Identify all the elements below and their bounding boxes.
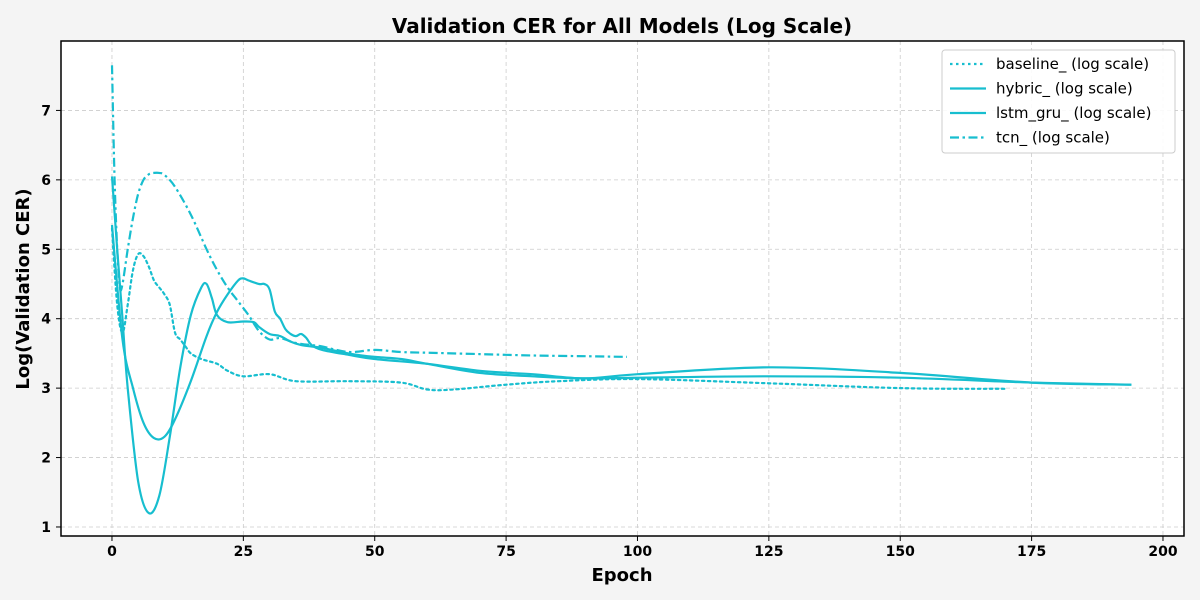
series-line-3: [110, 224, 1132, 441]
legend-entry-label: tcn_ (log scale): [996, 129, 1110, 148]
legend-box: [941, 49, 1176, 154]
y-tick-label: 6: [41, 173, 51, 189]
y-tick-label: 2: [41, 451, 51, 467]
grid: [61, 41, 1184, 536]
chart-title: Validation CER for All Models (Log Scale…: [392, 14, 852, 38]
x-tick-label: 175: [1017, 544, 1046, 560]
y-tick-label: 4: [41, 312, 51, 328]
legend-entry-label: hybric_ (log scale): [996, 80, 1133, 99]
y-axis-label: Log(Validation CER): [13, 188, 34, 389]
ticks: 0 25 50 75 100 125 150 175 200 1 2 3 4 5 6 7: [41, 103, 1178, 560]
x-tick-label: 125: [754, 544, 783, 560]
y-tick-label: 3: [41, 381, 51, 397]
plot-frame: [60, 40, 1185, 537]
x-tick-label: 0: [107, 544, 117, 560]
x-tick-label: 150: [886, 544, 915, 560]
series-layer: [110, 65, 1132, 515]
legend-entry-label: lstm_gru_ (log scale): [996, 104, 1151, 123]
legend-entry-label: baseline_ (log scale): [996, 55, 1149, 74]
series-line-1: [110, 227, 1007, 392]
y-tick-label: 7: [41, 103, 51, 119]
y-tick-label: 5: [41, 242, 51, 258]
x-tick-label: 50: [365, 544, 385, 560]
legend: baseline_ (log scale) hybric_ (log scale)…: [941, 49, 1176, 154]
x-tick-label: 100: [623, 544, 652, 560]
y-tick-label: 1: [41, 520, 51, 536]
x-axis-label: Epoch: [591, 565, 652, 586]
x-tick-label: 200: [1148, 544, 1177, 560]
x-tick-label: 75: [496, 544, 515, 560]
x-tick-label: 25: [234, 544, 253, 560]
